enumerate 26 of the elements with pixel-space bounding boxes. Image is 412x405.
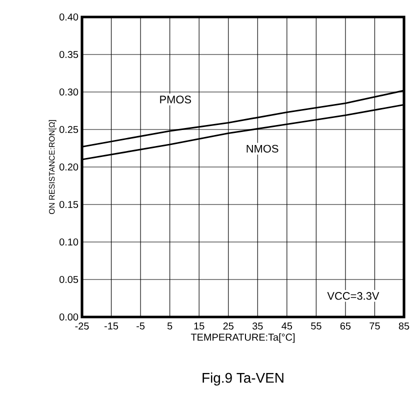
x-tick-label: 15 bbox=[194, 322, 204, 330]
y-tick-label: 0.30 bbox=[59, 88, 78, 96]
y-tick-label: 0.35 bbox=[59, 50, 78, 58]
x-tick-label: 45 bbox=[282, 322, 292, 330]
text: Fig.9 Ta-VEN bbox=[202, 372, 284, 386]
x-tick-label: 75 bbox=[370, 322, 380, 330]
series-label: NMOS bbox=[246, 144, 278, 153]
x-axis-title: TEMPERATURE:Ta[°C] bbox=[190, 333, 295, 343]
annotation: VCC=3.3V bbox=[327, 292, 380, 300]
x-tick-label: -15 bbox=[104, 322, 118, 330]
y-tick-label: 0.00 bbox=[59, 313, 78, 321]
x-tick-label: 25 bbox=[223, 322, 234, 330]
x-tick-label: -25 bbox=[75, 322, 89, 330]
y-tick-label: 0.15 bbox=[59, 200, 78, 208]
y-tick-label: 0.20 bbox=[59, 163, 78, 171]
x-tick-label: 65 bbox=[340, 322, 351, 330]
text: PMOS bbox=[160, 96, 192, 104]
y-tick-label: 0.25 bbox=[59, 126, 78, 134]
x-tick-label: -5 bbox=[136, 322, 145, 330]
x-tick-label: 35 bbox=[252, 322, 263, 330]
y-tick-label: 0.05 bbox=[59, 276, 78, 284]
x-tick-label: 85 bbox=[398, 322, 410, 330]
x-tick-label: 55 bbox=[311, 322, 322, 330]
y-tick-label: 0.40 bbox=[59, 13, 78, 21]
x-tick-label: 5 bbox=[167, 322, 172, 330]
y-tick-label: 0.10 bbox=[59, 238, 78, 246]
